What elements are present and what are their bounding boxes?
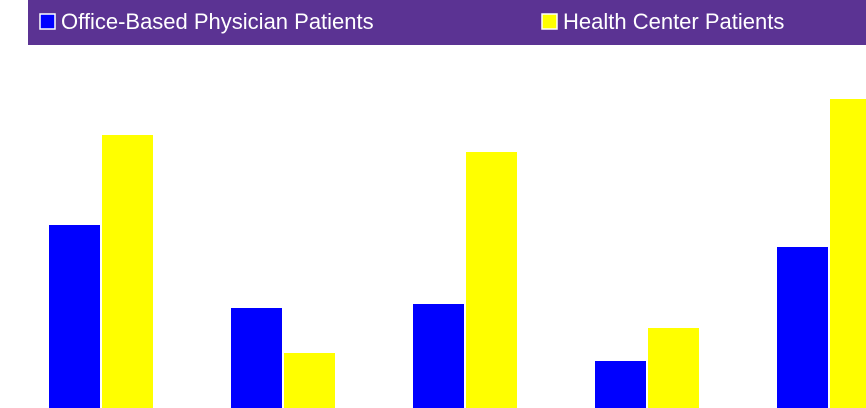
bar [648, 328, 699, 408]
legend-label: Health Center Patients [563, 9, 784, 34]
bar [413, 304, 464, 408]
bar [830, 99, 866, 408]
bar [595, 361, 646, 408]
legend-swatch [541, 13, 558, 30]
legend-swatch [39, 13, 56, 30]
legend-label: Office-Based Physician Patients [61, 9, 374, 34]
legend-background [28, 0, 866, 45]
bar [284, 353, 335, 408]
bar [49, 225, 100, 408]
bar [777, 247, 828, 408]
bar [231, 308, 282, 408]
bar [102, 135, 153, 408]
bar [466, 152, 517, 408]
